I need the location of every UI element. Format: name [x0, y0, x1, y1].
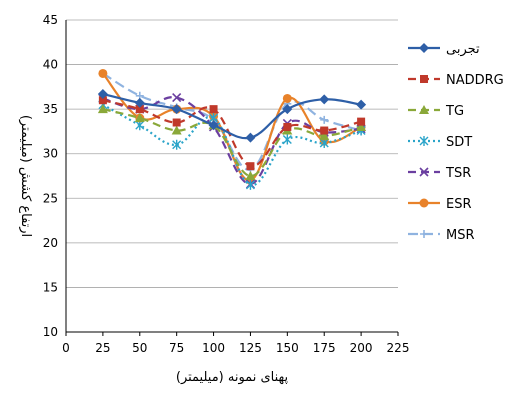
x-tick-label: 50	[132, 341, 147, 355]
y-tick-label: 15	[43, 280, 58, 294]
legend-marker	[420, 199, 429, 208]
legend-item: ESR	[408, 197, 472, 212]
y-tick-label: 25	[43, 191, 58, 205]
legend-item: TG	[408, 104, 464, 119]
legend-marker	[420, 75, 428, 83]
legend-marker	[419, 43, 429, 53]
x-tick-labels: 0 25 50 75 100 125 150 175 200 225	[62, 341, 409, 355]
x-tick-label: 200	[350, 341, 373, 355]
legend-item: SDT	[408, 135, 472, 150]
legend-item: تجربی	[408, 42, 480, 57]
data-point	[210, 105, 218, 113]
y-tick-label: 20	[43, 236, 58, 250]
x-tick-label: 150	[276, 341, 299, 355]
x-tick-label: 75	[169, 341, 184, 355]
legend-item: NADDRG	[408, 73, 504, 88]
legend-label: ESR	[446, 197, 472, 212]
legend-marker	[420, 230, 428, 238]
plot-area	[66, 20, 398, 332]
data-point	[246, 162, 254, 170]
legend-label: TSR	[445, 166, 471, 181]
x-tick-label: 0	[62, 341, 70, 355]
legend-label: TG	[445, 104, 464, 119]
legend-label: MSR	[446, 228, 475, 243]
x-tick-label: 100	[202, 341, 225, 355]
y-tick-label: 30	[43, 147, 58, 161]
legend-item: MSR	[408, 228, 475, 243]
legend-label: SDT	[446, 135, 472, 150]
legend-label: تجربی	[446, 42, 480, 57]
y-axis-title: ارتفاع کشش (میلیمتر)	[18, 115, 33, 237]
x-tick-label: 225	[387, 341, 410, 355]
data-point	[173, 119, 181, 127]
x-tick-label: 175	[313, 341, 336, 355]
x-axis-title: پهنای نمونه (میلیمتر)	[176, 370, 289, 385]
legend-marker	[420, 136, 428, 146]
legend: تجربی NADDRG TG SDT TSR ESR MSR	[408, 42, 504, 243]
x-tick-label: 125	[239, 341, 262, 355]
data-point	[283, 123, 291, 131]
legend-item: TSR	[408, 166, 471, 181]
data-point	[283, 94, 292, 103]
legend-label: NADDRG	[446, 73, 504, 88]
y-tick-label: 10	[43, 325, 58, 339]
x-tick-label: 25	[95, 341, 110, 355]
data-point	[357, 118, 365, 126]
y-tick-labels: 10 15 20 25 30 35 40 45	[43, 13, 58, 339]
data-point	[98, 69, 107, 78]
y-tick-label: 45	[43, 13, 58, 27]
y-tick-label: 35	[43, 102, 58, 116]
data-point	[320, 127, 328, 135]
y-tick-label: 40	[43, 58, 58, 72]
